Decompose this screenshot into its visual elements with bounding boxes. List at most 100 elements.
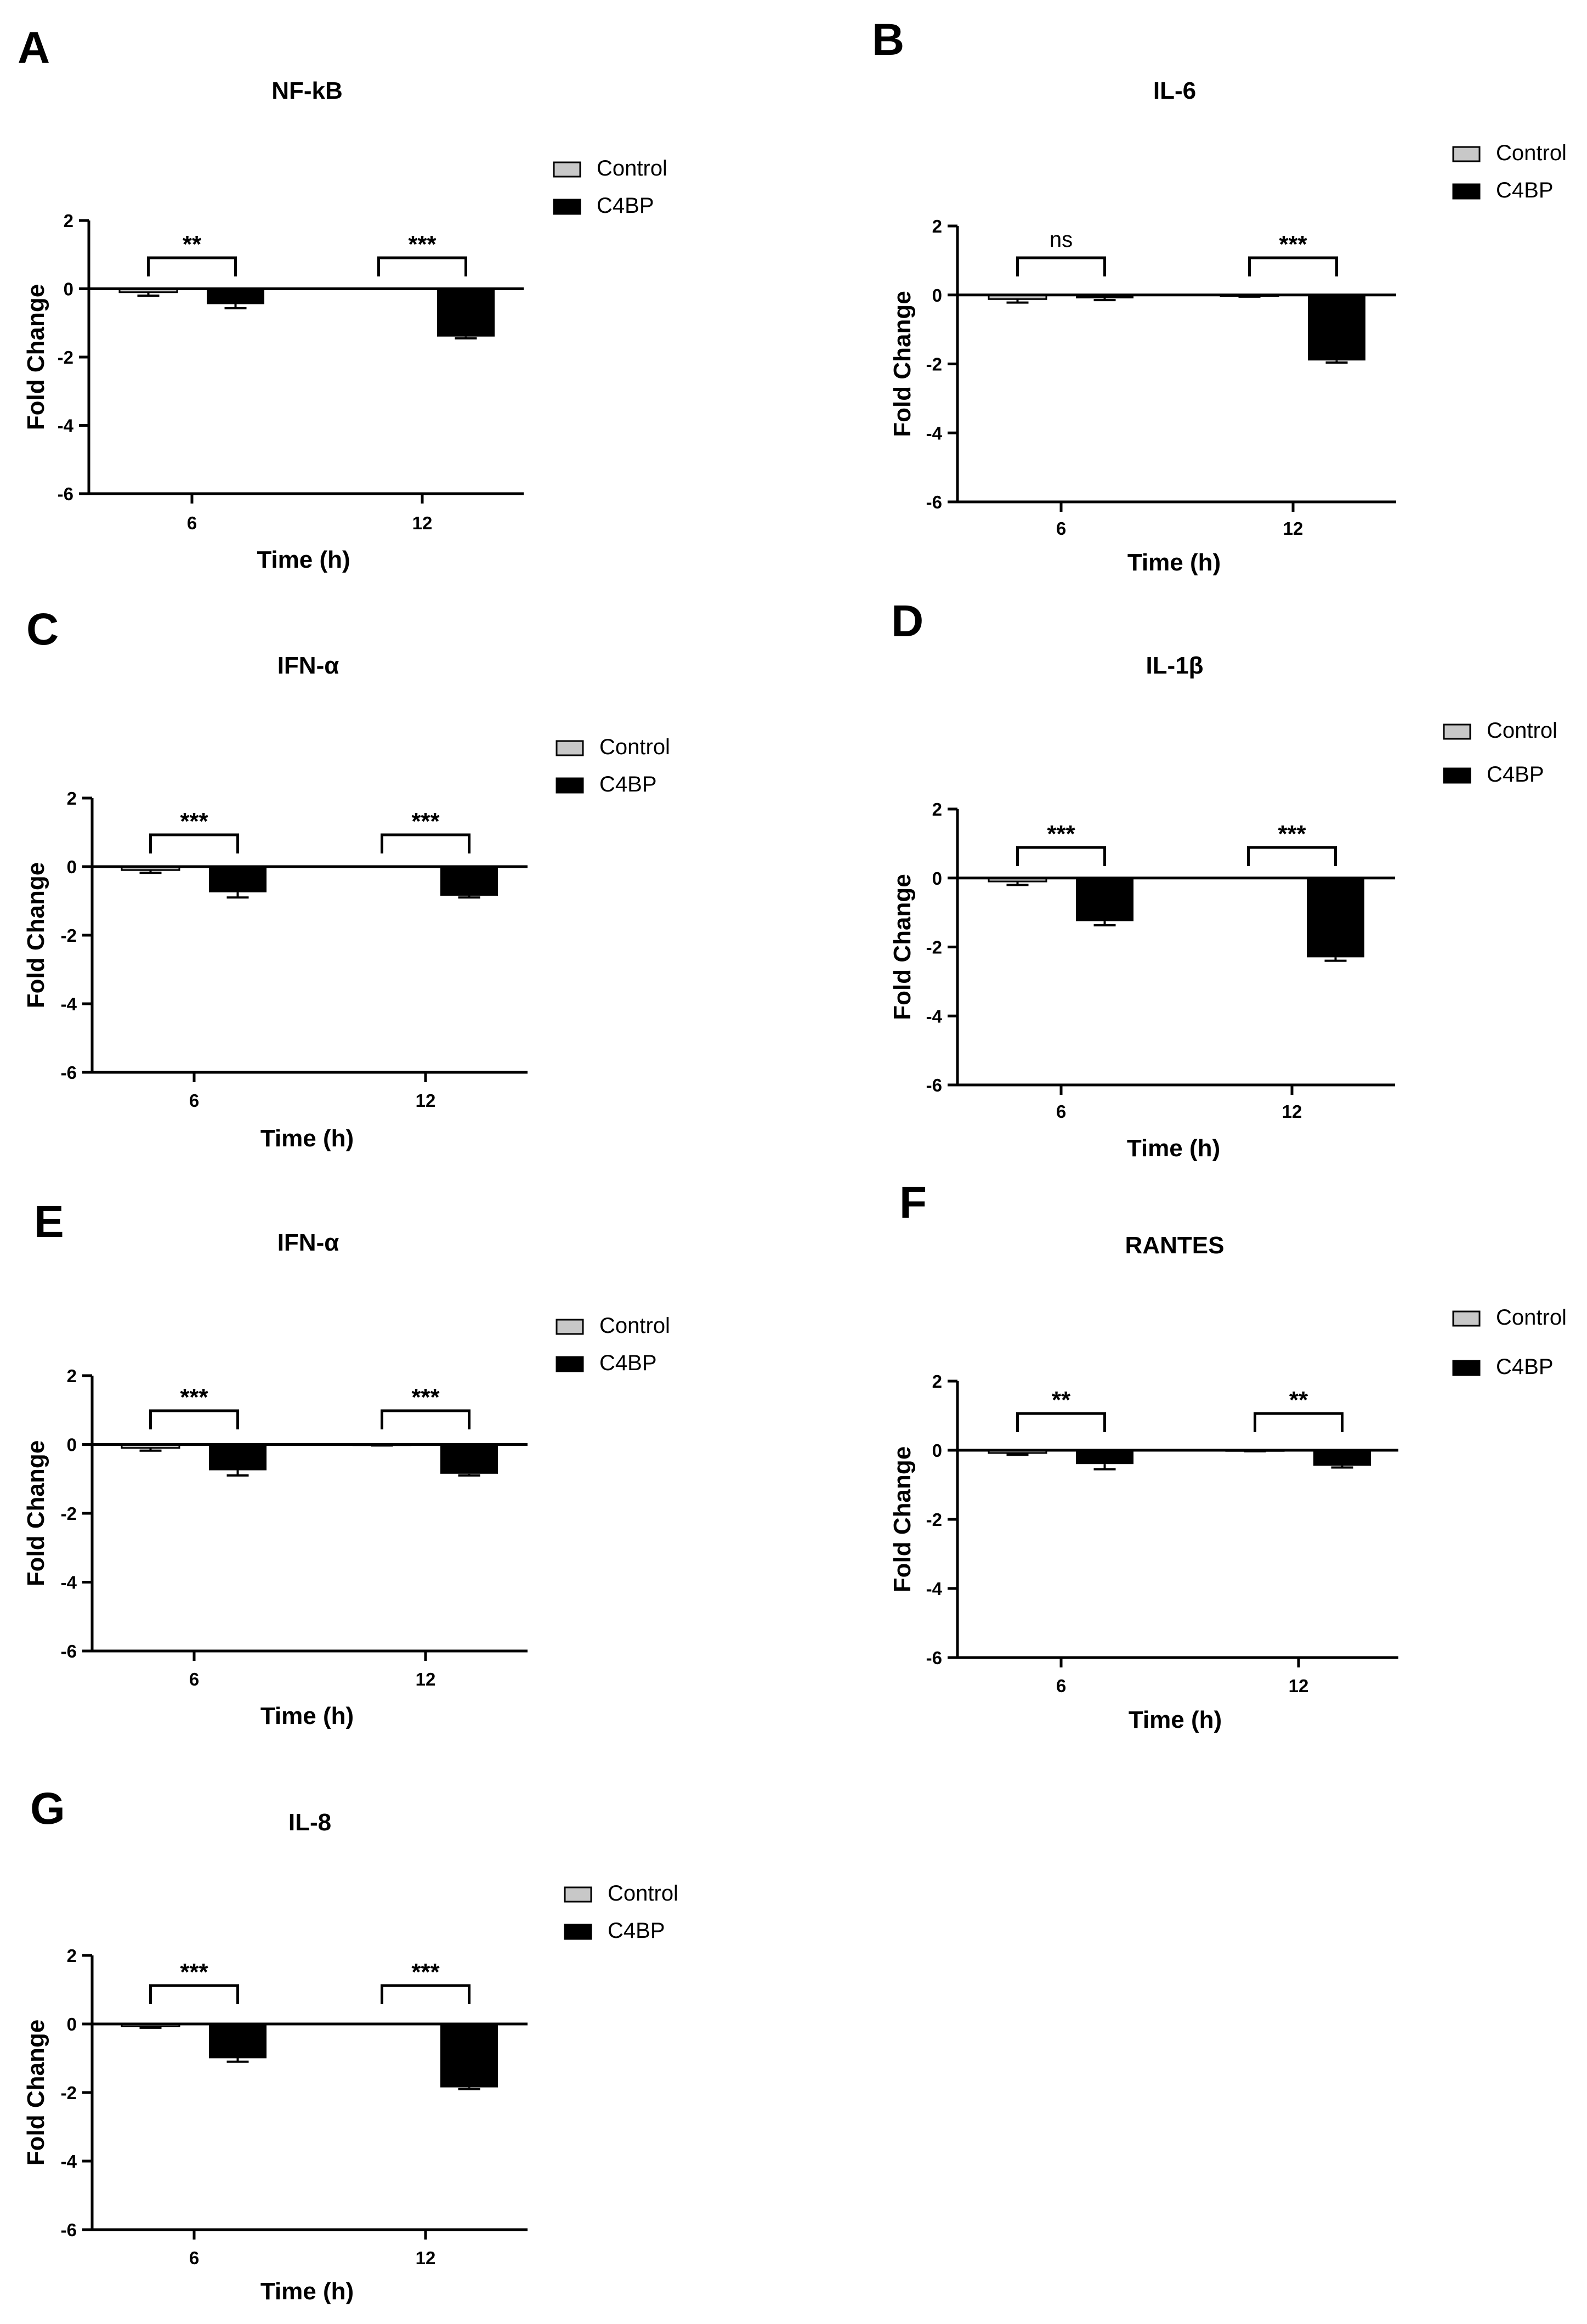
y-tick-label: 0 bbox=[67, 2014, 77, 2034]
legend-swatch-control bbox=[556, 1319, 584, 1335]
significance-label: *** bbox=[411, 1384, 440, 1411]
legend-swatch-c4bp bbox=[1443, 767, 1471, 784]
x-tick-label: 12 bbox=[416, 2248, 436, 2268]
bar-c4bp-6h bbox=[1076, 1450, 1133, 1464]
legend-label-c4bp: C4BP bbox=[599, 772, 657, 796]
chart-panel-e: E IFN-α 2 0 -2 -4 -6 6 12 Time (h) Fold Change *** *… bbox=[22, 1197, 670, 1729]
bar-c4bp-6h bbox=[209, 867, 267, 892]
y-tick-label: 2 bbox=[932, 799, 942, 819]
legend-swatch-control bbox=[1452, 146, 1481, 162]
panel-letter: E bbox=[34, 1197, 64, 1247]
y-axis-title: Fold Change bbox=[22, 284, 49, 430]
chart-title: RANTES bbox=[1125, 1232, 1225, 1259]
y-tick-label: -6 bbox=[61, 1062, 77, 1083]
legend-label-c4bp: C4BP bbox=[599, 1351, 657, 1375]
x-tick-label: 6 bbox=[189, 1669, 199, 1689]
panel-letter: G bbox=[30, 1784, 65, 1834]
significance-label: ** bbox=[183, 231, 202, 258]
y-tick-label: 2 bbox=[67, 1366, 77, 1386]
x-tick-label: 6 bbox=[189, 2248, 199, 2268]
significance-bracket bbox=[1254, 1412, 1344, 1432]
y-tick-label: 2 bbox=[67, 1946, 77, 1966]
legend-swatch-c4bp bbox=[556, 777, 584, 794]
legend-label-c4bp: C4BP bbox=[597, 194, 654, 218]
x-axis-title: Time (h) bbox=[260, 2278, 354, 2305]
y-tick-label: -4 bbox=[926, 423, 943, 443]
significance-bracket bbox=[149, 1984, 239, 2004]
x-axis-title: Time (h) bbox=[260, 1125, 354, 1152]
bar-c4bp-12h bbox=[1313, 1450, 1371, 1466]
y-tick-label: -6 bbox=[926, 1648, 942, 1668]
chart-panel-d: D IL-1β 2 0 -2 -4 -6 6 12 Time (h) Fold Change *** *… bbox=[889, 596, 1557, 1162]
legend-label-control: Control bbox=[608, 1881, 678, 1905]
y-tick-label: -6 bbox=[61, 2220, 77, 2240]
panel-letter: B bbox=[872, 15, 904, 65]
panel-letter: A bbox=[18, 23, 50, 73]
y-tick-label: -2 bbox=[61, 2083, 77, 2103]
panel-letter: D bbox=[891, 596, 923, 646]
bar-c4bp-12h bbox=[437, 289, 495, 337]
legend-label-control: Control bbox=[1496, 1305, 1567, 1330]
y-tick-label: -4 bbox=[61, 994, 77, 1014]
y-tick-label: 0 bbox=[67, 857, 77, 877]
y-tick-label: 0 bbox=[64, 279, 73, 299]
legend-label-c4bp: C4BP bbox=[1487, 762, 1544, 787]
significance-label: *** bbox=[1279, 231, 1307, 258]
significance-bracket bbox=[377, 256, 467, 276]
significance-bracket bbox=[381, 1409, 471, 1429]
chart-panel-b: B IL-6 2 0 -2 -4 -6 6 12 Time (h) Fold Change ns ***… bbox=[872, 15, 1567, 576]
significance-bracket bbox=[1016, 1412, 1106, 1432]
chart-panel-c: C IFN-α 2 0 -2 -4 -6 6 12 Time (h) Fold Change *** *… bbox=[22, 604, 670, 1152]
x-tick-label: 12 bbox=[416, 1669, 436, 1689]
y-tick-label: 0 bbox=[67, 1435, 77, 1455]
legend-swatch-control bbox=[1452, 1310, 1481, 1327]
y-tick-label: 2 bbox=[932, 1371, 942, 1392]
y-tick-label: -4 bbox=[926, 1006, 943, 1026]
bar-c4bp-6h bbox=[209, 2024, 267, 2059]
significance-bracket bbox=[381, 833, 471, 853]
x-tick-label: 6 bbox=[187, 513, 197, 533]
legend-label-control: Control bbox=[1496, 141, 1567, 165]
legend-label-control: Control bbox=[597, 156, 667, 180]
chart-panel-g: G IL-8 2 0 -2 -4 -6 6 12 Time (h) Fold Change *** **… bbox=[22, 1784, 678, 2305]
bar-c4bp-6h bbox=[209, 1444, 267, 1471]
legend-swatch-c4bp bbox=[556, 1356, 584, 1372]
y-tick-label: -2 bbox=[61, 925, 77, 946]
chart-title: IL-1β bbox=[1146, 652, 1203, 679]
significance-bracket bbox=[149, 833, 239, 853]
legend-label-control: Control bbox=[599, 735, 670, 759]
chart-title: IL-8 bbox=[288, 1809, 331, 1836]
significance-label: ** bbox=[1289, 1387, 1308, 1413]
y-axis-title: Fold Change bbox=[889, 1446, 916, 1592]
bar-c4bp-6h bbox=[1076, 295, 1133, 299]
significance-label: ns bbox=[1050, 228, 1073, 252]
y-tick-label: -6 bbox=[926, 1075, 942, 1095]
significance-label: *** bbox=[1047, 821, 1075, 847]
y-axis-title: Fold Change bbox=[22, 2020, 49, 2165]
x-axis-title: Time (h) bbox=[257, 546, 350, 573]
significance-label: *** bbox=[411, 1959, 440, 1986]
y-tick-label: -6 bbox=[926, 492, 942, 512]
x-axis-title: Time (h) bbox=[1129, 1706, 1222, 1733]
chart-panel-f: F RANTES 2 0 -2 -4 -6 6 12 Time (h) Fold Change ** *… bbox=[889, 1178, 1567, 1733]
legend-label-control: Control bbox=[599, 1314, 670, 1338]
y-tick-label: -2 bbox=[58, 347, 73, 367]
y-axis-title: Fold Change bbox=[889, 874, 916, 1020]
legend-swatch-c4bp bbox=[553, 199, 581, 215]
significance-bracket bbox=[149, 1409, 239, 1429]
bar-c4bp-12h bbox=[440, 1444, 498, 1474]
x-axis-title: Time (h) bbox=[260, 1703, 354, 1729]
bar-c4bp-6h bbox=[1076, 878, 1133, 921]
y-tick-label: -4 bbox=[926, 1579, 943, 1599]
chart-title: NF-kB bbox=[271, 77, 343, 104]
y-tick-label: -6 bbox=[61, 1641, 77, 1661]
significance-label: *** bbox=[408, 231, 437, 258]
x-axis-title: Time (h) bbox=[1127, 549, 1221, 576]
chart-title: IL-6 bbox=[1153, 77, 1196, 104]
y-tick-label: 0 bbox=[932, 868, 942, 889]
legend-swatch-control bbox=[564, 1886, 592, 1903]
significance-label: *** bbox=[180, 1384, 208, 1411]
x-tick-label: 6 bbox=[1056, 1676, 1066, 1696]
y-tick-label: -2 bbox=[926, 354, 942, 375]
y-tick-label: 2 bbox=[932, 216, 942, 236]
